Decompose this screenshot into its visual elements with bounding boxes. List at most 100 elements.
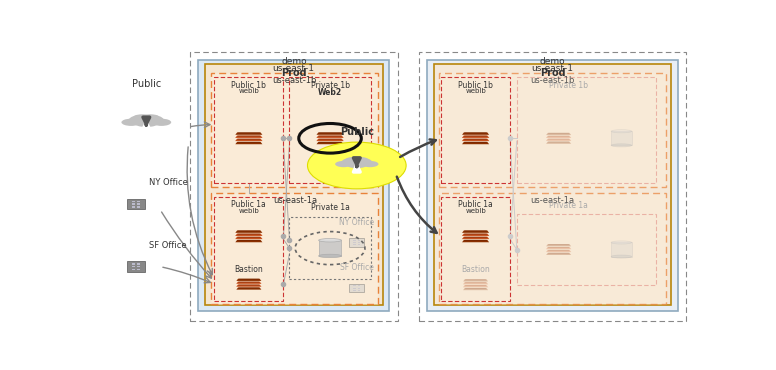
- Polygon shape: [235, 231, 262, 233]
- Bar: [353, 290, 356, 291]
- Bar: [517, 214, 656, 285]
- Polygon shape: [464, 231, 487, 232]
- Polygon shape: [548, 136, 570, 137]
- Polygon shape: [237, 279, 262, 281]
- Polygon shape: [464, 237, 487, 238]
- Polygon shape: [611, 131, 632, 145]
- Text: Prod: Prod: [540, 68, 566, 78]
- Polygon shape: [318, 139, 342, 140]
- Bar: [358, 290, 360, 291]
- Ellipse shape: [152, 119, 171, 126]
- Bar: [358, 240, 360, 241]
- Bar: [353, 287, 356, 289]
- Text: Bastion: Bastion: [234, 265, 263, 274]
- Bar: [358, 285, 360, 286]
- Polygon shape: [463, 285, 488, 287]
- Bar: [137, 201, 140, 202]
- Text: Public 1b: Public 1b: [458, 81, 493, 90]
- Bar: [211, 192, 379, 304]
- Polygon shape: [465, 279, 487, 280]
- Text: Bastion: Bastion: [461, 265, 490, 274]
- Polygon shape: [237, 142, 261, 143]
- Text: us-east-1a: us-east-1a: [273, 196, 317, 205]
- Text: us-east-1a: us-east-1a: [530, 196, 574, 205]
- Bar: [132, 206, 135, 208]
- Polygon shape: [237, 240, 261, 241]
- Ellipse shape: [121, 119, 140, 126]
- Text: us-east-1b: us-east-1b: [272, 76, 317, 85]
- Text: SF Office: SF Office: [340, 263, 374, 272]
- Polygon shape: [462, 231, 489, 233]
- Ellipse shape: [319, 239, 341, 242]
- Ellipse shape: [134, 119, 158, 127]
- Text: weblb: weblb: [238, 88, 259, 94]
- Polygon shape: [237, 139, 261, 140]
- Polygon shape: [236, 285, 262, 287]
- Polygon shape: [462, 237, 490, 239]
- Bar: [419, 51, 686, 321]
- Bar: [427, 60, 678, 311]
- Bar: [127, 199, 145, 209]
- Polygon shape: [548, 247, 570, 248]
- Text: Public: Public: [340, 127, 374, 137]
- Bar: [349, 238, 365, 247]
- Text: weblb: weblb: [465, 208, 486, 213]
- Polygon shape: [318, 142, 341, 143]
- Bar: [214, 197, 283, 301]
- Polygon shape: [237, 132, 261, 134]
- Polygon shape: [548, 244, 570, 245]
- Polygon shape: [548, 133, 570, 134]
- Text: Web2: Web2: [318, 88, 342, 97]
- Polygon shape: [464, 240, 487, 241]
- Ellipse shape: [345, 157, 359, 162]
- Polygon shape: [237, 231, 261, 232]
- Bar: [127, 262, 145, 272]
- Polygon shape: [464, 135, 487, 137]
- Bar: [353, 240, 356, 241]
- Text: demo: demo: [540, 57, 566, 66]
- Bar: [517, 77, 656, 182]
- Polygon shape: [318, 135, 342, 137]
- Bar: [205, 64, 383, 305]
- Polygon shape: [465, 285, 487, 286]
- Bar: [438, 192, 666, 304]
- Bar: [137, 206, 140, 208]
- Polygon shape: [317, 132, 344, 135]
- Bar: [137, 263, 140, 265]
- Bar: [214, 77, 283, 182]
- Polygon shape: [238, 282, 260, 283]
- Text: us-east-1: us-east-1: [272, 64, 314, 73]
- Polygon shape: [317, 142, 344, 144]
- Polygon shape: [548, 250, 570, 251]
- Polygon shape: [237, 287, 262, 290]
- Bar: [190, 51, 397, 321]
- Polygon shape: [546, 139, 571, 141]
- Polygon shape: [235, 233, 262, 236]
- Polygon shape: [546, 253, 571, 255]
- Polygon shape: [235, 135, 262, 138]
- Polygon shape: [546, 244, 571, 246]
- Polygon shape: [548, 253, 570, 254]
- Text: SF Office: SF Office: [149, 240, 187, 249]
- Ellipse shape: [144, 114, 159, 120]
- Text: Private 1b: Private 1b: [310, 81, 349, 90]
- Text: Prod: Prod: [281, 68, 307, 78]
- Bar: [434, 64, 671, 305]
- Polygon shape: [317, 139, 344, 141]
- Polygon shape: [462, 240, 489, 242]
- Polygon shape: [238, 279, 260, 280]
- Ellipse shape: [611, 241, 632, 244]
- Bar: [438, 73, 666, 187]
- Polygon shape: [319, 240, 341, 256]
- Bar: [132, 263, 135, 265]
- Bar: [353, 285, 356, 286]
- Bar: [353, 242, 356, 243]
- Text: Private 1a: Private 1a: [549, 201, 588, 210]
- Bar: [132, 269, 135, 270]
- Polygon shape: [235, 142, 262, 144]
- Polygon shape: [462, 139, 490, 141]
- Polygon shape: [462, 233, 490, 236]
- Bar: [349, 283, 365, 292]
- Ellipse shape: [335, 161, 352, 167]
- Polygon shape: [237, 233, 261, 235]
